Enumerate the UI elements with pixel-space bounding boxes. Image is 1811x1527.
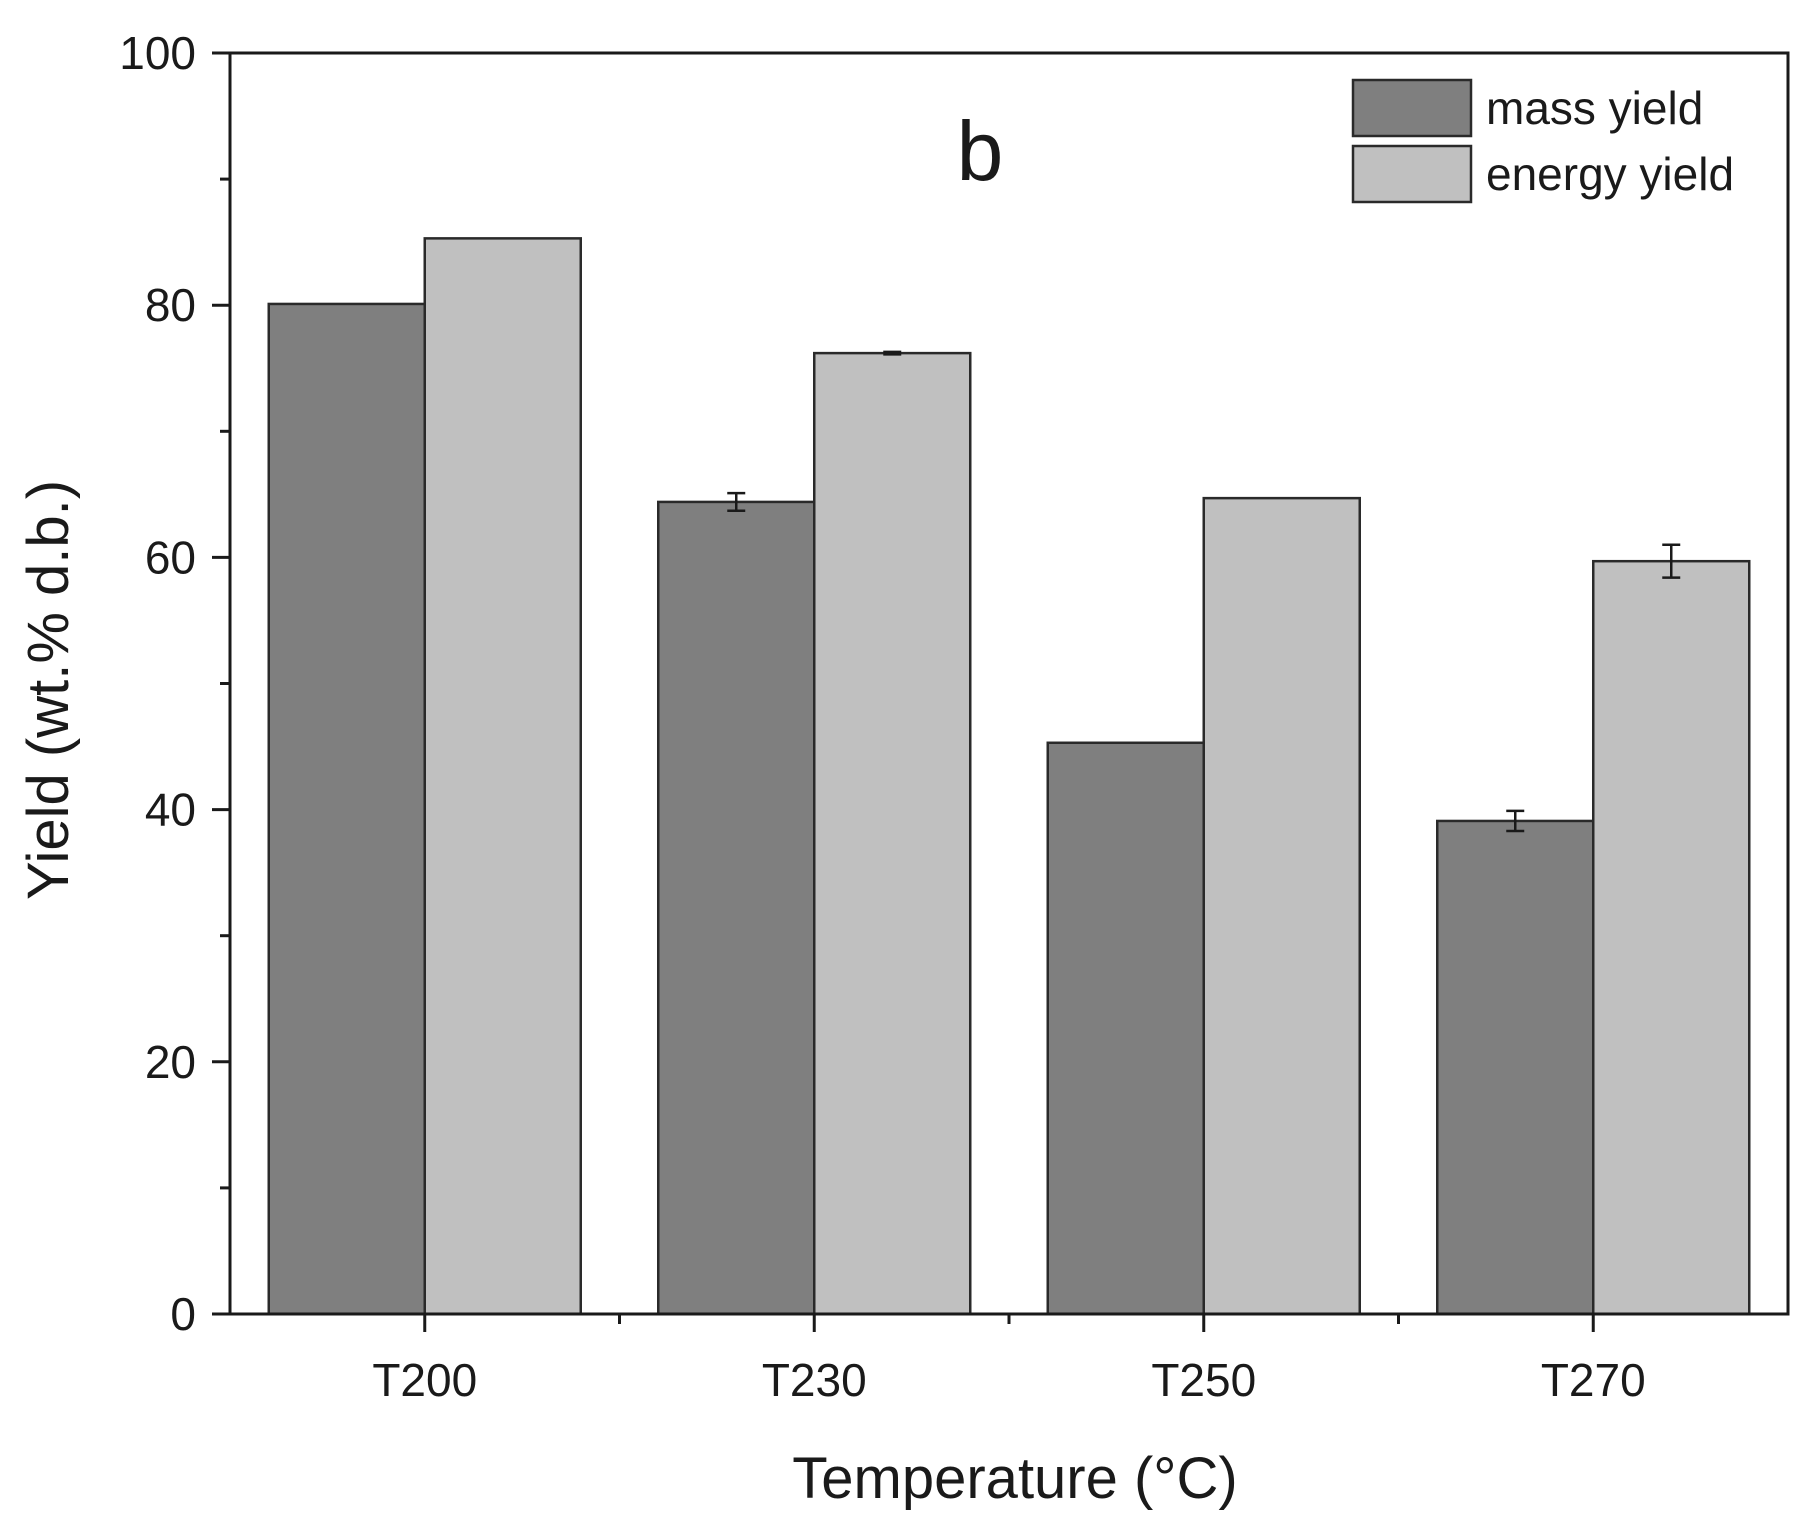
y-tick-label: 100 — [119, 27, 196, 79]
bar-mass-yield-T230 — [657, 500, 816, 1316]
y-tick-label: 20 — [145, 1036, 196, 1088]
legend-swatch — [1351, 78, 1473, 138]
legend: mass yield energy yield — [1351, 78, 1734, 204]
y-tick-label: 0 — [170, 1288, 196, 1340]
y-tick-label: 80 — [145, 279, 196, 331]
bar-mass-yield-T200 — [267, 302, 426, 1316]
bars-layer — [267, 237, 1751, 1316]
bar-energy-yield-T250 — [1202, 496, 1361, 1316]
error-bars-layer — [727, 350, 1681, 833]
x-tick-label: T200 — [372, 1354, 477, 1406]
bar-energy-yield-T270 — [1592, 559, 1751, 1316]
x-axis: T200 T230 T250 T270 — [372, 1314, 1646, 1406]
legend-label: mass yield — [1486, 82, 1703, 134]
panel-label: b — [957, 104, 1004, 198]
x-axis-title: Temperature (°C) — [792, 1446, 1237, 1511]
y-tick-label: 60 — [145, 531, 196, 583]
legend-label: energy yield — [1486, 148, 1734, 200]
x-tick-label: T270 — [1541, 1354, 1646, 1406]
bar-mass-yield-T270 — [1436, 819, 1595, 1316]
y-axis: 0 20 40 60 80 100 — [119, 27, 230, 1340]
x-tick-label: T230 — [762, 1354, 867, 1406]
y-tick-label: 40 — [145, 784, 196, 836]
legend-swatch — [1351, 144, 1473, 204]
y-axis-title: Yield (wt.% d.b.) — [16, 480, 81, 900]
x-tick-label: T250 — [1151, 1354, 1256, 1406]
bar-mass-yield-T250 — [1046, 741, 1205, 1316]
bar-energy-yield-T200 — [423, 237, 582, 1316]
bar-energy-yield-T230 — [813, 351, 972, 1316]
